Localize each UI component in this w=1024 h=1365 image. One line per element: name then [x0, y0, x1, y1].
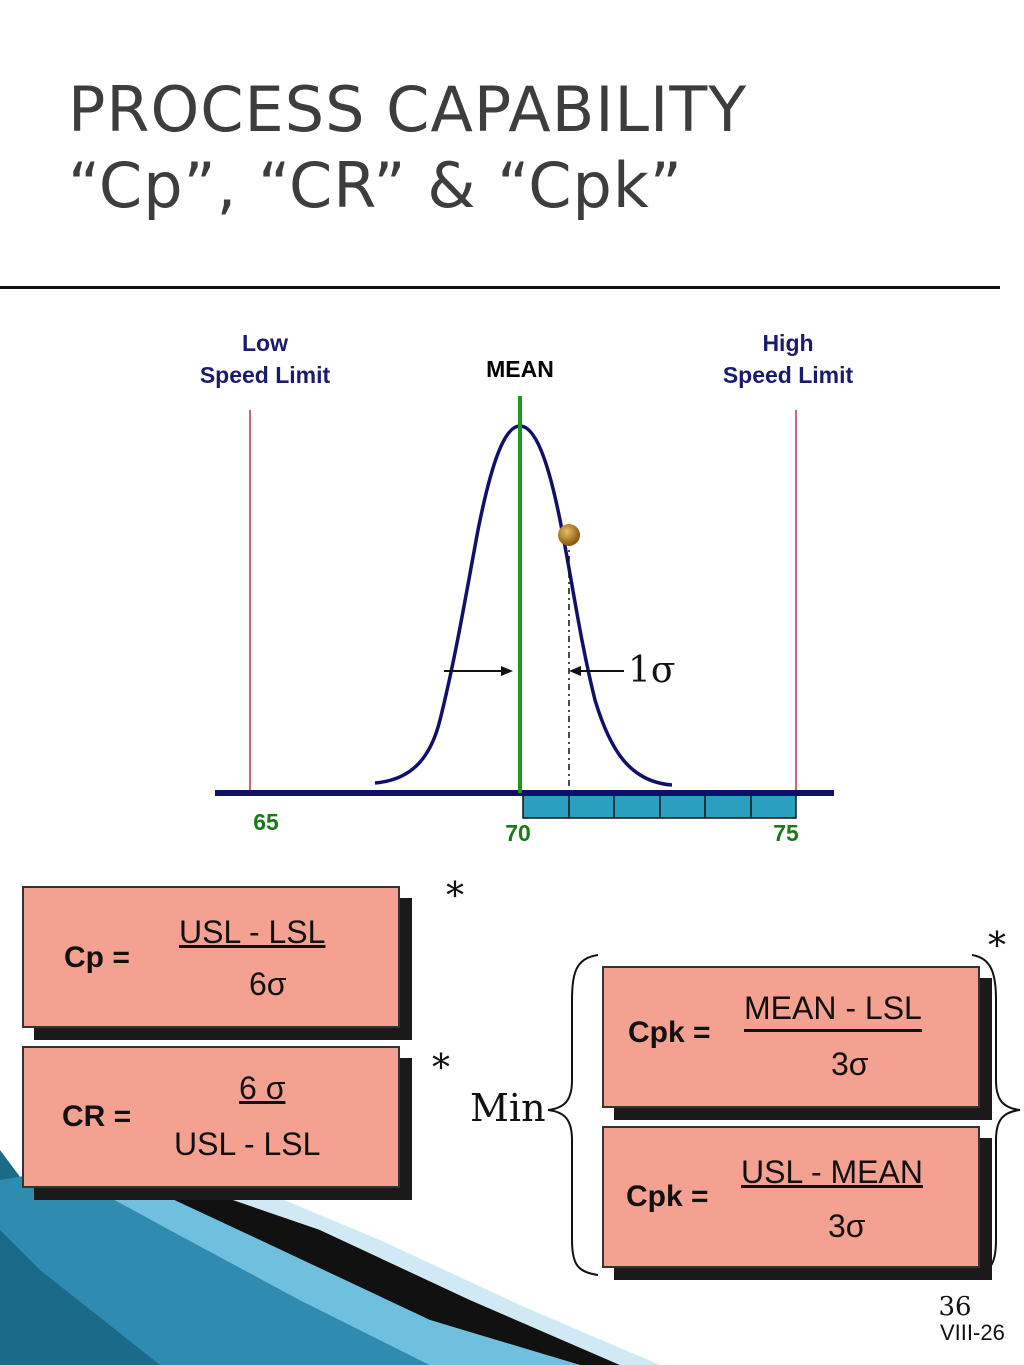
cpk-low-denominator: 3σ [831, 1046, 869, 1082]
axis-value-mean: 70 [505, 820, 531, 846]
cp-lhs: Cp = [64, 941, 130, 974]
mean-label: MEAN [486, 356, 554, 382]
corner-swoosh [0, 1150, 660, 1365]
cp-asterisk: * [446, 876, 464, 917]
left-brace [547, 954, 599, 1276]
axis-value-high: 75 [773, 820, 799, 846]
cpk-high-formula-box: Cpk = USL - MEAN 3σ [602, 1126, 980, 1268]
distribution-curve [374, 424, 673, 787]
scale-bar [522, 793, 797, 819]
slide-code: VIII-26 [940, 1320, 1005, 1345]
cpk-high-denominator: 3σ [828, 1208, 866, 1244]
sigma-label: 1σ [628, 650, 676, 691]
right-brace [971, 954, 1021, 1276]
cpk-asterisk: * [988, 926, 1006, 967]
cpk-low-lhs: Cpk = [628, 1016, 711, 1049]
cpk-low-numerator: MEAN - LSL [744, 990, 922, 1032]
title-line-2: “Cp”, “CR” & “Cpk” [68, 149, 683, 223]
right-arrow [569, 666, 624, 676]
title-divider [0, 286, 1000, 289]
cp-numerator: USL - LSL [179, 914, 326, 950]
cr-denominator: USL - LSL [174, 1126, 321, 1162]
cpk-high-lhs: Cpk = [626, 1180, 709, 1213]
cr-lhs: CR = [62, 1100, 132, 1133]
title-line-1: PROCESS CAPABILITY [68, 73, 748, 146]
page-number: 36 [938, 1292, 972, 1322]
left-arrow [444, 666, 513, 676]
min-label: Min [470, 1086, 546, 1130]
cpk-low-formula-box: Cpk = MEAN - LSL 3σ [602, 966, 980, 1108]
low-speed-limit-label: Low Speed Limit [199, 330, 331, 388]
slide-title: PROCESS CAPABILITY “Cp”, “CR” & “Cpk” [68, 72, 747, 225]
axis-value-low: 65 [253, 809, 279, 835]
cp-formula-box: Cp = USL - LSL 6σ [22, 886, 400, 1028]
cr-asterisk: * [432, 1048, 450, 1089]
cr-formula-box: CR = 6 σ USL - LSL [22, 1046, 400, 1188]
sigma-point [558, 524, 580, 546]
cpk-high-numerator: USL - MEAN [741, 1154, 923, 1190]
cp-denominator: 6σ [249, 966, 287, 1002]
cr-numerator: 6 σ [239, 1070, 286, 1106]
high-speed-limit-label: High Speed Limit [722, 330, 854, 388]
